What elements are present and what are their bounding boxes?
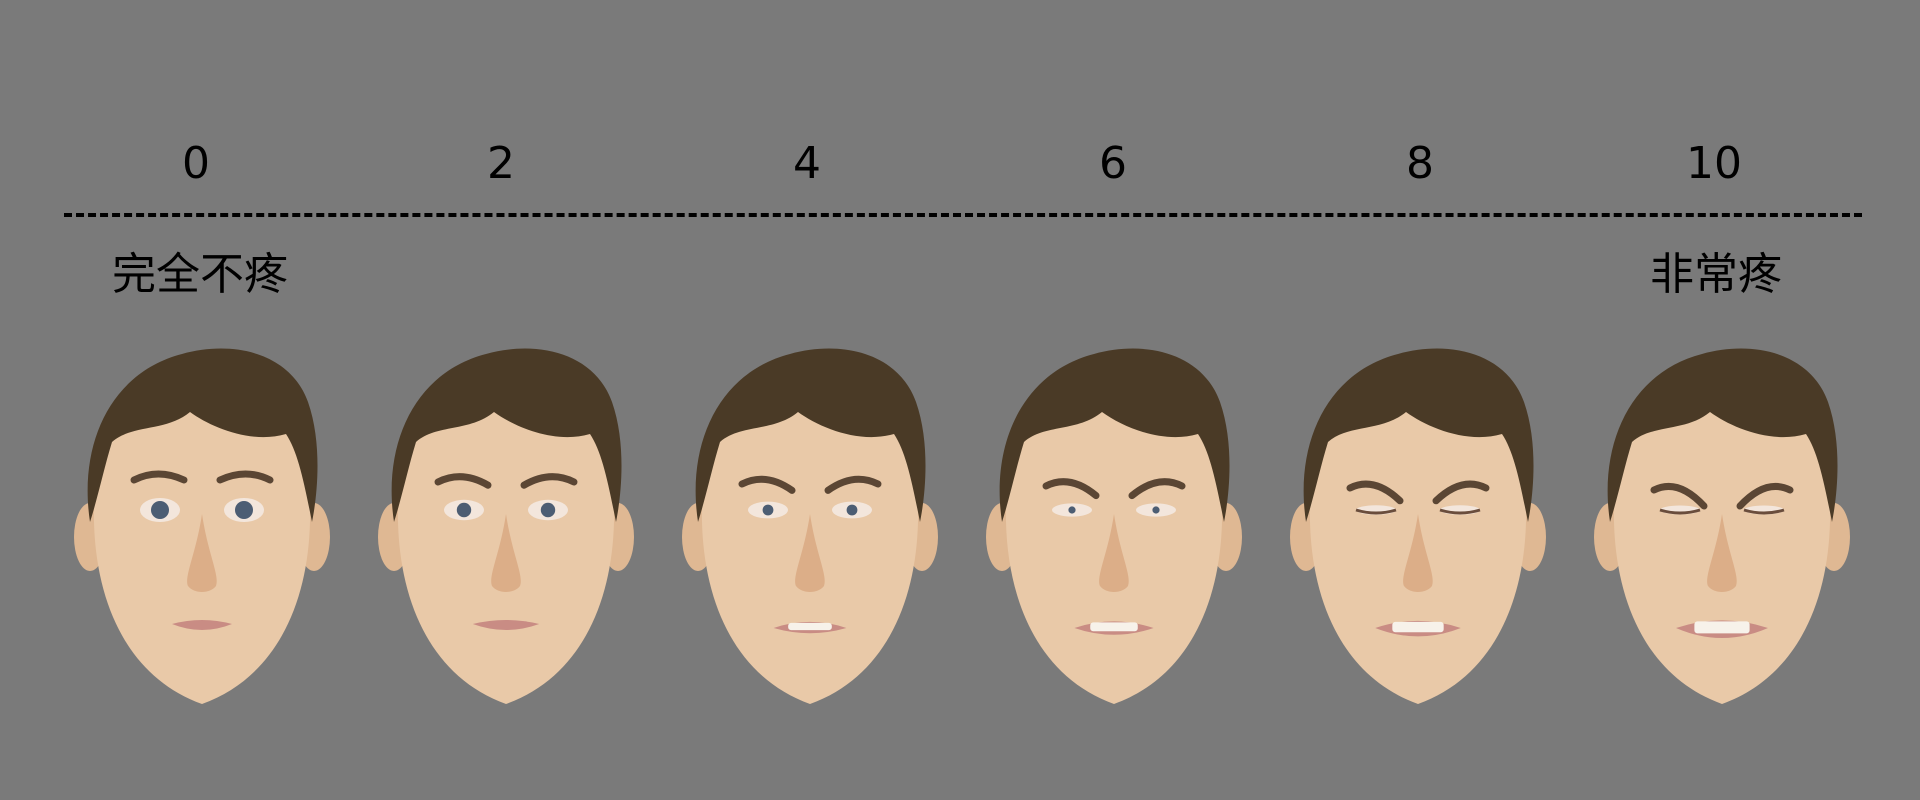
hair — [87, 348, 318, 522]
teeth — [1392, 621, 1444, 633]
teeth — [788, 622, 832, 631]
right-eyebrow — [824, 475, 882, 494]
left-eyebrow — [1346, 480, 1404, 505]
left-eye-iris — [456, 502, 472, 518]
score-label-4: 4 — [793, 138, 821, 189]
right-eye-squint — [1743, 508, 1785, 515]
right-eye-iris — [1152, 506, 1160, 514]
nose — [1099, 514, 1129, 592]
left-eyebrow — [434, 473, 492, 489]
score-label-10: 10 — [1686, 138, 1742, 189]
nose — [795, 514, 825, 592]
score-label-8: 8 — [1406, 138, 1434, 189]
face-neutral — [72, 332, 332, 712]
nose — [187, 514, 217, 592]
face-mild-pain — [680, 332, 940, 712]
right-eye-iris — [235, 501, 253, 519]
anchor-no-pain: 完全不疼 — [112, 249, 288, 300]
hair — [391, 348, 622, 522]
right-eyebrow — [1432, 480, 1490, 505]
hair — [999, 348, 1230, 522]
right-eyebrow — [216, 470, 274, 484]
face-slight-discomfort — [376, 332, 636, 712]
mouth — [172, 620, 232, 630]
right-eyebrow — [1736, 483, 1794, 510]
nose — [1403, 514, 1433, 592]
left-eye-iris — [151, 501, 169, 519]
score-label-6: 6 — [1099, 138, 1127, 189]
left-eyebrow — [1042, 478, 1100, 500]
face-worst-pain — [1592, 332, 1852, 712]
left-eyebrow — [738, 475, 796, 494]
left-eyebrow — [1650, 483, 1708, 510]
right-eyebrow — [1128, 478, 1186, 500]
score-label-0: 0 — [182, 138, 210, 189]
hair — [1303, 348, 1534, 522]
nose — [1707, 514, 1737, 592]
left-eyebrow — [130, 470, 188, 484]
left-eye-iris — [762, 504, 774, 516]
nose — [491, 514, 521, 592]
mouth — [472, 620, 540, 630]
teeth — [1090, 622, 1138, 632]
score-label-2: 2 — [487, 138, 515, 189]
right-eye-iris — [846, 504, 858, 516]
anchor-very-painful: 非常疼 — [1650, 249, 1782, 300]
face-severe-pain — [1288, 332, 1548, 712]
scale-dashed-line — [64, 213, 1862, 217]
face-moderate-pain — [984, 332, 1244, 712]
right-eye-squint — [1439, 508, 1481, 515]
right-eye-iris — [540, 502, 556, 518]
hair — [1607, 348, 1838, 522]
right-eyebrow — [520, 473, 578, 489]
left-eye-squint — [1355, 508, 1397, 515]
left-eye-squint — [1659, 508, 1701, 515]
left-eye-iris — [1068, 506, 1076, 514]
hair — [695, 348, 926, 522]
teeth — [1694, 621, 1750, 634]
